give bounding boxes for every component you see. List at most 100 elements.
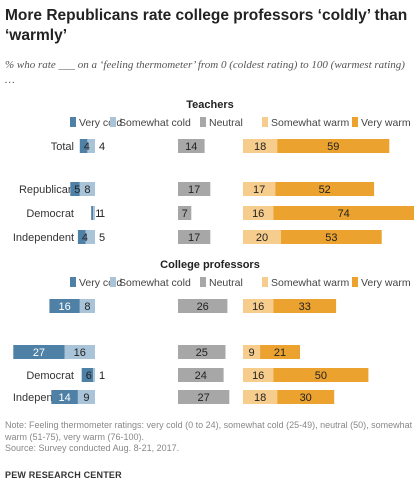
row-label: Independent	[13, 232, 74, 244]
bar-very-warm	[277, 390, 335, 404]
bar-somewhat-warm	[243, 139, 278, 153]
bar-very-warm	[273, 368, 369, 382]
bar-somewhat-warm	[243, 390, 278, 404]
data-label-very-warm: 30	[300, 392, 312, 404]
data-label-very-cold: 1	[95, 208, 101, 220]
data-label-somewhat-warm: 16	[252, 208, 264, 220]
bar-somewhat-warm	[243, 368, 274, 382]
legend-swatch	[262, 277, 268, 287]
legend-swatch	[352, 277, 358, 287]
note-text: Note: Feeling thermometer ratings: very …	[5, 420, 413, 442]
data-label-neutral: 25	[196, 347, 208, 359]
row-label: Republican	[19, 184, 74, 196]
bar-neutral	[178, 345, 226, 359]
legend-swatch	[200, 277, 206, 287]
legend-label: Neutral	[209, 117, 243, 129]
panel-title: College professors	[160, 259, 260, 271]
data-label-very-cold: 27	[33, 347, 45, 359]
bar-neutral	[178, 206, 192, 220]
data-label-very-cold: 4	[84, 141, 90, 153]
bar-neutral	[178, 139, 205, 153]
data-label-very-cold: 5	[74, 184, 80, 196]
bar-somewhat-cold	[64, 345, 95, 359]
bar-somewhat-cold	[87, 139, 95, 153]
data-label-very-warm: 33	[299, 301, 311, 313]
data-label-somewhat-warm: 16	[252, 370, 264, 382]
data-label-very-warm: 74	[338, 208, 350, 220]
bar-somewhat-cold	[93, 206, 95, 220]
legend-swatch	[70, 117, 76, 127]
data-label-very-cold: 6	[86, 370, 92, 382]
bar-very-warm	[281, 230, 382, 244]
data-label-somewhat-warm: 20	[256, 232, 268, 244]
data-label-somewhat-cold: 5	[99, 232, 105, 244]
chart-note: Note: Feeling thermometer ratings: very …	[5, 420, 415, 455]
bar-somewhat-cold	[79, 182, 95, 196]
legend-label: Very warm	[361, 117, 411, 129]
data-label-somewhat-cold: 8	[84, 184, 90, 196]
legend-label: Somewhat warm	[271, 277, 349, 289]
data-label-very-warm: 59	[327, 141, 339, 153]
data-label-somewhat-cold: 9	[83, 392, 89, 404]
data-label-somewhat-cold: 1	[99, 208, 105, 220]
data-label-neutral: 17	[188, 232, 200, 244]
legend-label: Somewhat warm	[271, 117, 349, 129]
bar-very-warm	[275, 182, 375, 196]
bar-somewhat-cold	[85, 230, 95, 244]
bar-very-cold	[81, 368, 94, 382]
bar-very-warm	[260, 345, 300, 359]
bar-somewhat-warm	[243, 299, 274, 313]
legend-swatch	[110, 277, 116, 287]
bar-very-warm	[277, 139, 390, 153]
legend-label: Somewhat cold	[119, 117, 191, 129]
bar-very-cold	[77, 230, 86, 244]
bar-somewhat-warm	[243, 182, 276, 196]
bar-very-cold	[13, 345, 65, 359]
panel-title: Teachers	[186, 99, 234, 111]
bar-very-cold	[91, 206, 94, 220]
chart-title: More Republicans rate college professors…	[5, 7, 408, 44]
row-label: Democrat	[26, 370, 74, 382]
legend-swatch	[352, 117, 358, 127]
data-label-somewhat-cold: 8	[84, 301, 90, 313]
row-label: Total	[51, 141, 74, 153]
data-label-neutral: 14	[185, 141, 197, 153]
data-label-somewhat-warm: 18	[254, 141, 266, 153]
bar-somewhat-warm	[243, 230, 281, 244]
bar-very-cold	[51, 390, 78, 404]
bar-very-warm	[273, 299, 337, 313]
legend-swatch	[70, 277, 76, 287]
data-label-neutral: 26	[197, 301, 209, 313]
data-label-neutral: 27	[198, 392, 210, 404]
legend-swatch	[262, 117, 268, 127]
legend-label: Neutral	[209, 277, 243, 289]
bar-somewhat-cold	[93, 368, 95, 382]
data-label-very-cold: 14	[58, 392, 70, 404]
data-label-very-cold: 4	[82, 232, 88, 244]
bar-somewhat-warm	[243, 345, 261, 359]
bar-neutral	[178, 368, 224, 382]
data-label-somewhat-warm: 17	[253, 184, 265, 196]
data-label-somewhat-cold: 16	[74, 347, 86, 359]
bar-neutral	[178, 182, 211, 196]
legend-swatch	[110, 117, 116, 127]
data-label-somewhat-warm: 18	[254, 392, 266, 404]
bar-very-warm	[273, 206, 414, 220]
bar-very-cold	[79, 139, 88, 153]
data-label-somewhat-cold: 4	[99, 141, 105, 153]
bar-neutral	[178, 299, 228, 313]
legend-label: Very warm	[361, 277, 411, 289]
bar-neutral	[178, 230, 211, 244]
bar-somewhat-cold	[79, 299, 95, 313]
bar-very-cold	[49, 299, 80, 313]
legend-label: Somewhat cold	[119, 277, 191, 289]
data-label-neutral: 17	[188, 184, 200, 196]
data-label-somewhat-warm: 9	[248, 347, 254, 359]
data-label-somewhat-cold: 1	[99, 370, 105, 382]
bar-somewhat-warm	[243, 206, 274, 220]
data-label-somewhat-warm: 16	[252, 301, 264, 313]
source-text: Source: Survey conducted Aug. 8-21, 2017…	[5, 443, 180, 453]
chart-subtitle: % who rate ___ on a ‘feeling thermometer…	[5, 59, 405, 86]
bar-very-cold	[70, 182, 80, 196]
